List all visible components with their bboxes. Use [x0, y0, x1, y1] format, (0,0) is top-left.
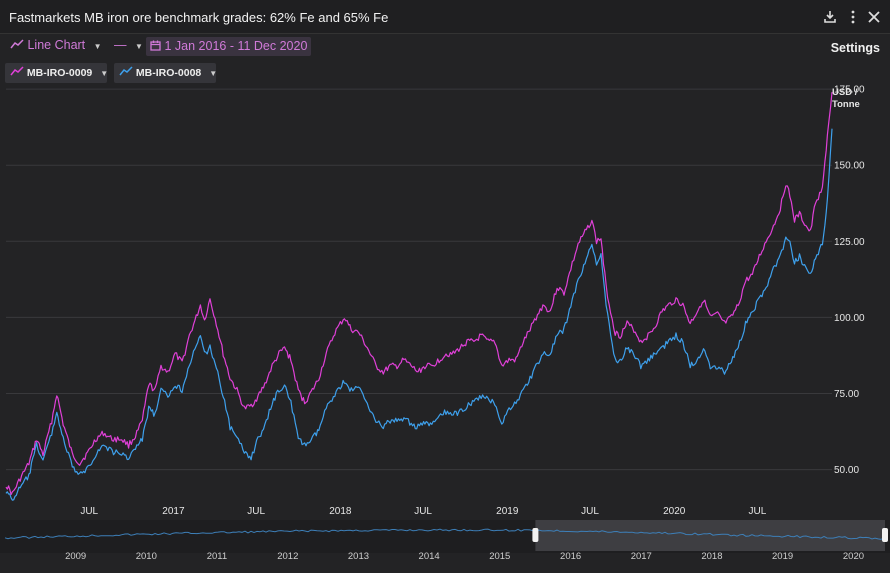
x-tick-label: 2020	[663, 506, 686, 517]
line-style-dropdown[interactable]: — ▼	[114, 38, 143, 52]
x-tick-label: JUL	[749, 506, 767, 517]
navigator-right-handle[interactable]	[882, 528, 888, 542]
navigator-year-label: 2013	[348, 551, 369, 562]
chart-gridlines	[6, 88, 832, 471]
x-tick-label: JUL	[414, 506, 432, 517]
navigator-series-line	[4, 528, 885, 540]
navigator-year-label: 2014	[419, 551, 440, 562]
series-chip-0008[interactable]: MB-IRO-0008 ▼	[114, 63, 218, 83]
y-axis: 50.00 75.00 100.00 125.00 150.00 175.00	[834, 85, 865, 476]
unit-label-line2: Tonne	[832, 99, 860, 110]
chevron-down-icon: ▼	[209, 69, 218, 78]
navigator-year-label: 2019	[772, 551, 793, 562]
y-tick-label: 150.00	[834, 161, 865, 172]
series-layer	[5, 92, 833, 501]
chart-type-dropdown[interactable]: Line Chart ▼	[10, 38, 102, 52]
y-tick-label: 125.00	[834, 237, 865, 248]
navigator-year-label: 2010	[136, 551, 157, 562]
chevron-down-icon: ▼	[134, 42, 143, 51]
series-chip-0009[interactable]: MB-IRO-0009 ▼	[5, 63, 109, 83]
y-tick-label: 100.00	[834, 313, 865, 324]
x-tick-label: JUL	[247, 506, 265, 517]
x-tick-label: JUL	[581, 506, 599, 517]
x-axis: JUL 2017 JUL 2018 JUL 2019 JUL 2020 JUL	[80, 506, 766, 517]
chart-type-label: Line Chart	[27, 38, 86, 52]
calendar-icon	[150, 40, 161, 51]
navigator-year-label: 2018	[701, 551, 722, 562]
x-tick-label: 2017	[162, 506, 185, 517]
range-navigator[interactable]: 2009 2010 2011 2012 2013 2014 2015 2016 2017 2018…	[0, 520, 890, 562]
date-range-picker[interactable]: 1 Jan 2016 - 11 Dec 2020	[146, 37, 312, 56]
close-icon[interactable]	[864, 7, 884, 27]
vertical-dots-icon[interactable]	[843, 7, 863, 27]
x-tick-label: JUL	[80, 506, 98, 517]
line-style-label: —	[114, 38, 127, 52]
series-line-MB-IRO-0008	[5, 128, 833, 501]
window-title: Fastmarkets MB iron ore benchmark grades…	[9, 10, 389, 25]
chart-toolbar: Line Chart ▼ — ▼ 1 Jan 2016 - 11 Dec 202…	[0, 35, 890, 59]
settings-button[interactable]: Settings	[830, 41, 880, 55]
y-tick-label: 50.00	[834, 465, 859, 476]
series-chip-label: MB-IRO-0008	[135, 67, 202, 79]
navigator-year-label: 2017	[631, 551, 652, 562]
x-tick-label: 2018	[329, 506, 352, 517]
navigator-year-label: 2015	[489, 551, 510, 562]
navigator-year-label: 2020	[843, 551, 864, 562]
chevron-down-icon: ▼	[100, 69, 109, 78]
title-bar: Fastmarkets MB iron ore benchmark grades…	[0, 0, 890, 34]
navigator-year-label: 2011	[207, 551, 227, 562]
navigator-selection[interactable]	[535, 520, 885, 551]
line-series-icon	[10, 66, 24, 76]
date-range-label: 1 Jan 2016 - 11 Dec 2020	[164, 39, 308, 53]
navigator-year-label: 2012	[277, 551, 298, 562]
line-chart-icon	[10, 39, 24, 49]
x-tick-label: 2019	[496, 506, 519, 517]
series-chip-label: MB-IRO-0009	[26, 67, 93, 79]
download-icon[interactable]	[820, 7, 840, 27]
navigator-year-label: 2016	[560, 551, 581, 562]
chevron-down-icon: ▼	[93, 42, 102, 51]
y-tick-label: 175.00	[834, 85, 865, 96]
navigator-year-label: 2009	[65, 551, 86, 562]
line-series-icon	[119, 66, 133, 76]
series-line-MB-IRO-0009	[5, 92, 833, 496]
unit-label-line1: USD /	[832, 87, 858, 98]
navigator-left-handle[interactable]	[532, 528, 539, 542]
y-tick-label: 75.00	[834, 389, 859, 400]
